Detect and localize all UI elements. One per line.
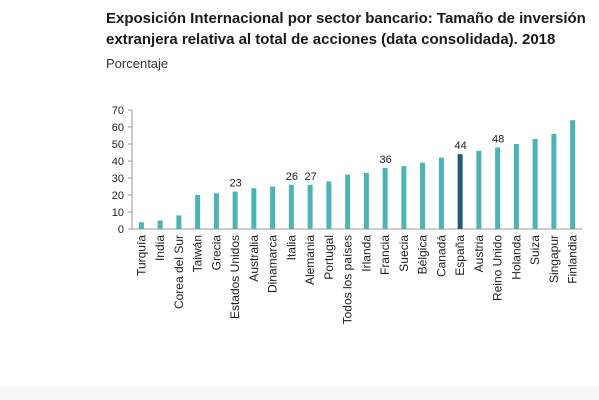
x-tick-label: Finlandia xyxy=(566,235,580,284)
x-tick-label: Taiwán xyxy=(191,235,205,272)
x-tick-label: Italia xyxy=(284,235,298,261)
x-tick-label: Turquía xyxy=(134,235,148,276)
y-tick-label: 30 xyxy=(112,173,124,185)
bar xyxy=(232,191,238,229)
bar xyxy=(401,166,407,229)
data-label: 48 xyxy=(492,133,504,145)
data-label: 23 xyxy=(230,178,242,190)
bar xyxy=(251,188,257,229)
bar xyxy=(176,215,182,229)
bar xyxy=(307,184,313,229)
x-tick-label: Canadá xyxy=(434,235,448,277)
data-label: 26 xyxy=(286,171,298,183)
y-tick-label: 20 xyxy=(112,190,124,202)
bar xyxy=(195,195,201,229)
chart-subtitle: Porcentaje xyxy=(106,56,169,71)
y-tick-label: 70 xyxy=(112,105,124,117)
bar xyxy=(495,147,501,229)
x-tick-label: Estados Unidos xyxy=(228,235,242,319)
x-tick-label: Holanda xyxy=(509,235,523,280)
bar xyxy=(157,220,163,229)
bar xyxy=(213,193,219,229)
bar xyxy=(326,181,332,229)
bar xyxy=(382,167,388,229)
bar xyxy=(270,186,276,229)
bar xyxy=(363,172,369,229)
x-tick-label: Suecia xyxy=(397,235,411,272)
bar xyxy=(288,184,294,229)
x-tick-label: Irlanda xyxy=(359,235,373,272)
bar xyxy=(457,154,463,229)
bar xyxy=(570,120,576,229)
bar xyxy=(420,162,426,229)
x-tick-label: Grecia xyxy=(209,235,223,271)
x-tick-label: Francia xyxy=(378,235,392,275)
x-tick-label: Corea del Sur xyxy=(172,235,186,309)
x-tick-label: Portugal xyxy=(322,235,336,280)
y-tick-label: 50 xyxy=(112,139,124,151)
bar xyxy=(551,133,557,229)
data-label: 36 xyxy=(380,154,392,166)
y-tick-label: 40 xyxy=(112,156,124,168)
y-tick-label: 10 xyxy=(112,207,124,219)
x-tick-label: Bélgica xyxy=(416,235,430,275)
bar xyxy=(345,174,351,229)
bar xyxy=(138,222,144,229)
bar xyxy=(438,157,444,229)
y-tick-label: 60 xyxy=(112,122,124,134)
x-tick-label: España xyxy=(453,235,467,276)
data-label: 44 xyxy=(455,140,467,152)
bar xyxy=(513,144,519,229)
bar xyxy=(476,150,482,229)
y-tick-label: 0 xyxy=(118,224,124,236)
data-label: 27 xyxy=(305,171,317,183)
x-tick-label: Dinamarca xyxy=(266,235,280,293)
x-tick-label: Reino Unido xyxy=(491,235,505,301)
x-tick-label: Todos los países xyxy=(341,235,355,324)
x-tick-label: Suiza xyxy=(528,235,542,265)
x-tick-label: Singapur xyxy=(547,235,561,283)
x-tick-label: Alemania xyxy=(303,235,317,285)
bar xyxy=(532,138,538,229)
x-tick-label: India xyxy=(153,235,167,261)
x-tick-label: Australia xyxy=(247,235,261,282)
chart-title: Exposición Internacional por sector banc… xyxy=(106,10,586,48)
x-tick-label: Austria xyxy=(472,235,486,273)
